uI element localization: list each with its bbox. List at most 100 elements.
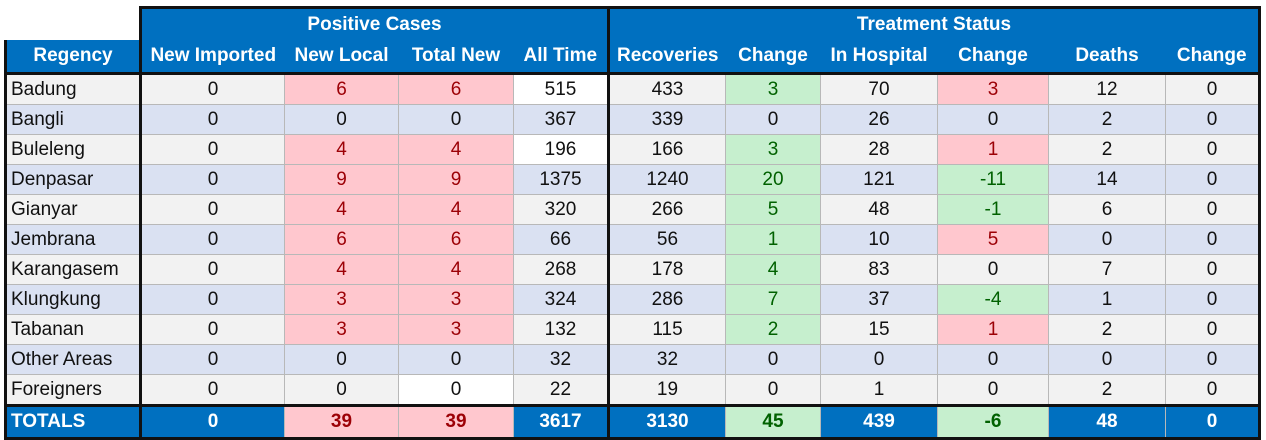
cell-total-new: 0 <box>398 374 514 406</box>
cell-hospital-change: 0 <box>937 254 1049 285</box>
cell-hospital-change: -11 <box>937 164 1049 195</box>
cell-all-time: 515 <box>513 73 610 105</box>
column-header-row: Regency New Imported New Local Total New… <box>4 40 1261 75</box>
table-row: Buleleng 0 4 4 196 166 3 28 1 2 0 <box>4 134 1261 165</box>
cell-new-imported: 0 <box>140 194 285 225</box>
cell-hospital-change: 3 <box>937 73 1049 105</box>
cell-recoveries-change: 3 <box>725 73 821 105</box>
cell-hospital-change: -1 <box>937 194 1049 225</box>
totals-all-time: 3617 <box>513 404 610 440</box>
cell-all-time: 22 <box>513 374 610 406</box>
cell-deaths: 12 <box>1048 73 1166 105</box>
cell-recoveries: 1240 <box>608 164 726 195</box>
covid-regency-table: Positive Cases Treatment Status Regency … <box>4 6 1261 440</box>
table-row: Gianyar 0 4 4 320 266 5 48 -1 6 0 <box>4 194 1261 225</box>
totals-new-imported: 0 <box>140 404 285 440</box>
cell-in-hospital: 1 <box>820 374 938 406</box>
cell-all-time: 196 <box>513 134 610 165</box>
col-header-in-hospital: In Hospital <box>820 40 938 75</box>
cell-hospital-change: 0 <box>937 104 1049 135</box>
cell-deaths: 14 <box>1048 164 1166 195</box>
cell-deaths: 2 <box>1048 314 1166 345</box>
cell-in-hospital: 26 <box>820 104 938 135</box>
cell-deaths: 0 <box>1048 344 1166 375</box>
treatment-status-group-header: Treatment Status <box>608 6 1261 40</box>
totals-in-hospital: 439 <box>820 404 938 440</box>
cell-total-new: 0 <box>398 344 514 375</box>
cell-deaths-change: 0 <box>1165 284 1261 315</box>
cell-in-hospital: 37 <box>820 284 938 315</box>
cell-new-imported: 0 <box>140 314 285 345</box>
totals-row: TOTALS 0 39 39 3617 3130 45 439 -6 48 0 <box>4 404 1261 440</box>
cell-regency: Gianyar <box>4 194 142 225</box>
cell-deaths: 2 <box>1048 374 1166 406</box>
cell-total-new: 4 <box>398 254 514 285</box>
col-header-deaths-change: Change <box>1165 40 1261 75</box>
table-row: Foreigners 0 0 0 22 19 0 1 0 2 0 <box>4 374 1261 406</box>
col-header-all-time: All Time <box>513 40 610 75</box>
col-header-deaths: Deaths <box>1048 40 1166 75</box>
cell-hospital-change: 5 <box>937 224 1049 255</box>
col-header-recoveries: Recoveries <box>608 40 726 75</box>
cell-hospital-change: -4 <box>937 284 1049 315</box>
totals-deaths: 48 <box>1048 404 1166 440</box>
cell-new-local: 3 <box>284 284 399 315</box>
cell-all-time: 66 <box>513 224 610 255</box>
table-row: Tabanan 0 3 3 132 115 2 15 1 2 0 <box>4 314 1261 345</box>
cell-new-local: 0 <box>284 344 399 375</box>
cell-recoveries: 19 <box>608 374 726 406</box>
cell-all-time: 324 <box>513 284 610 315</box>
cell-new-local: 4 <box>284 254 399 285</box>
cell-regency: Jembrana <box>4 224 142 255</box>
cell-total-new: 9 <box>398 164 514 195</box>
cell-hospital-change: 0 <box>937 344 1049 375</box>
cell-recoveries: 115 <box>608 314 726 345</box>
cell-deaths-change: 0 <box>1165 344 1261 375</box>
col-header-new-local: New Local <box>284 40 399 75</box>
cell-all-time: 132 <box>513 314 610 345</box>
cell-deaths-change: 0 <box>1165 224 1261 255</box>
totals-recoveries-change: 45 <box>725 404 821 440</box>
totals-hospital-change: -6 <box>937 404 1049 440</box>
cell-recoveries-change: 0 <box>725 344 821 375</box>
cell-new-imported: 0 <box>140 374 285 406</box>
cell-all-time: 1375 <box>513 164 610 195</box>
cell-in-hospital: 0 <box>820 344 938 375</box>
table-row: Bangli 0 0 0 367 339 0 26 0 2 0 <box>4 104 1261 135</box>
totals-new-local: 39 <box>284 404 399 440</box>
cell-new-local: 6 <box>284 224 399 255</box>
cell-new-local: 4 <box>284 194 399 225</box>
totals-total-new: 39 <box>398 404 514 440</box>
cell-regency: Badung <box>4 73 142 105</box>
cell-recoveries: 433 <box>608 73 726 105</box>
positive-cases-group-header: Positive Cases <box>139 6 610 40</box>
cell-recoveries: 339 <box>608 104 726 135</box>
cell-total-new: 4 <box>398 134 514 165</box>
cell-all-time: 367 <box>513 104 610 135</box>
cell-total-new: 6 <box>398 224 514 255</box>
cell-new-imported: 0 <box>140 73 285 105</box>
cell-deaths: 6 <box>1048 194 1166 225</box>
cell-all-time: 320 <box>513 194 610 225</box>
cell-recoveries-change: 1 <box>725 224 821 255</box>
cell-deaths-change: 0 <box>1165 164 1261 195</box>
table-row: Denpasar 0 9 9 1375 1240 20 121 -11 14 0 <box>4 164 1261 195</box>
cell-deaths-change: 0 <box>1165 73 1261 105</box>
table-row: Other Areas 0 0 0 32 32 0 0 0 0 0 <box>4 344 1261 375</box>
cell-recoveries-change: 20 <box>725 164 821 195</box>
cell-regency: Karangasem <box>4 254 142 285</box>
cell-new-local: 0 <box>284 374 399 406</box>
cell-new-local: 6 <box>284 73 399 105</box>
cell-hospital-change: 0 <box>937 374 1049 406</box>
cell-recoveries: 286 <box>608 284 726 315</box>
col-header-recoveries-change: Change <box>725 40 821 75</box>
cell-recoveries: 32 <box>608 344 726 375</box>
cell-regency: Foreigners <box>4 374 142 406</box>
cell-deaths-change: 0 <box>1165 134 1261 165</box>
table-row: Klungkung 0 3 3 324 286 7 37 -4 1 0 <box>4 284 1261 315</box>
cell-deaths-change: 0 <box>1165 104 1261 135</box>
col-header-total-new: Total New <box>398 40 514 75</box>
cell-all-time: 32 <box>513 344 610 375</box>
cell-total-new: 3 <box>398 284 514 315</box>
cell-in-hospital: 15 <box>820 314 938 345</box>
